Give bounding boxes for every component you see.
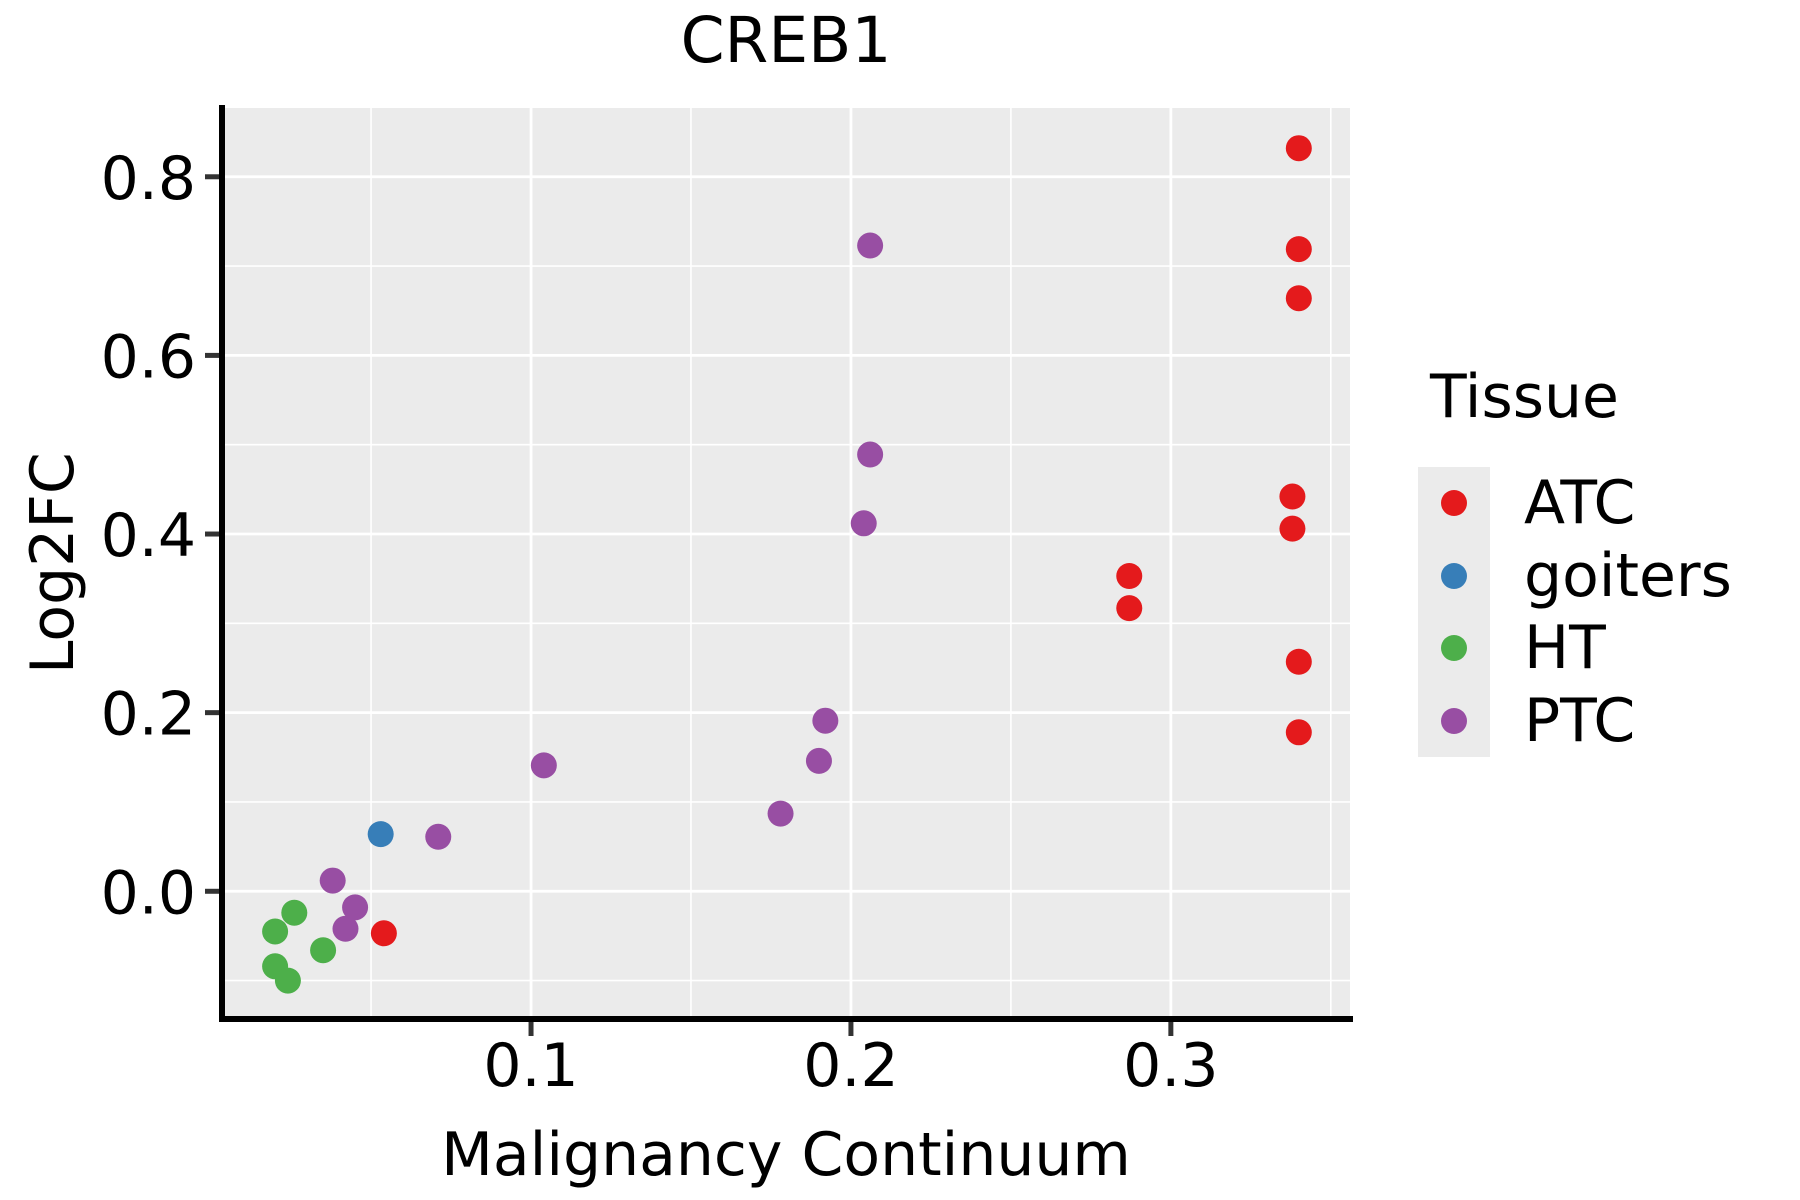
y-tick-label: 0.8 bbox=[101, 144, 196, 214]
data-point-ATC bbox=[1285, 135, 1312, 162]
data-point-PTC bbox=[812, 707, 839, 734]
y-tick-label: 0.2 bbox=[101, 680, 196, 750]
legend-key bbox=[1418, 467, 1490, 540]
data-point-ATC bbox=[1279, 515, 1306, 542]
data-point-PTC bbox=[319, 867, 346, 894]
x-tick-label: 0.3 bbox=[1123, 1031, 1218, 1101]
legend-title: Tissue bbox=[1430, 362, 1619, 432]
data-point-ATC bbox=[1116, 563, 1143, 590]
legend-dot-icon bbox=[1441, 490, 1467, 517]
legend-key bbox=[1418, 684, 1490, 757]
legend-entry-HT: HT bbox=[1418, 612, 1732, 685]
legend-key bbox=[1418, 612, 1490, 685]
data-point-ATC bbox=[1279, 483, 1306, 510]
data-point-PTC bbox=[857, 232, 884, 259]
data-point-ATC bbox=[370, 920, 397, 947]
legend-label: ATC bbox=[1524, 468, 1636, 539]
data-point-PTC bbox=[805, 747, 832, 774]
data-point-PTC bbox=[332, 915, 359, 942]
data-point-ATC bbox=[1285, 285, 1312, 312]
legend-dot-icon bbox=[1441, 707, 1467, 734]
plot-title: CREB1 bbox=[680, 4, 892, 77]
data-point-ATC bbox=[1285, 648, 1312, 675]
legend-label: PTC bbox=[1524, 685, 1636, 756]
plot-panel bbox=[222, 108, 1350, 1019]
data-point-HT bbox=[262, 918, 289, 945]
data-point-PTC bbox=[767, 800, 794, 827]
legend-entry-ATC: ATC bbox=[1418, 467, 1732, 540]
data-point-HT bbox=[274, 967, 301, 994]
data-point-HT bbox=[310, 937, 337, 964]
y-tick-label: 0.4 bbox=[101, 501, 196, 571]
data-point-PTC bbox=[850, 510, 877, 537]
x-axis-title: Malignancy Continuum bbox=[441, 1120, 1131, 1190]
y-axis-title: Log2FC bbox=[18, 452, 88, 675]
y-tick-label: 0.0 bbox=[101, 858, 196, 928]
data-point-PTC bbox=[425, 823, 452, 850]
data-point-PTC bbox=[857, 441, 884, 468]
data-point-HT bbox=[281, 899, 308, 926]
legend-entry-PTC: PTC bbox=[1418, 684, 1732, 757]
data-point-PTC bbox=[342, 894, 369, 921]
legend: ATC goiters HT PTC bbox=[1418, 467, 1732, 757]
data-point-goiters bbox=[367, 821, 394, 848]
data-point-ATC bbox=[1285, 719, 1312, 746]
y-tick-label: 0.6 bbox=[101, 322, 196, 392]
x-tick-label: 0.1 bbox=[483, 1031, 578, 1101]
data-point-PTC bbox=[530, 752, 557, 779]
legend-dot-icon bbox=[1441, 635, 1467, 662]
data-point-ATC bbox=[1285, 236, 1312, 263]
legend-label: goiters bbox=[1524, 540, 1732, 611]
legend-entry-goiters: goiters bbox=[1418, 539, 1732, 612]
data-point-ATC bbox=[1116, 595, 1143, 622]
legend-label: HT bbox=[1524, 613, 1606, 684]
legend-dot-icon bbox=[1441, 562, 1467, 589]
x-tick-label: 0.2 bbox=[803, 1031, 898, 1101]
legend-key bbox=[1418, 539, 1490, 612]
